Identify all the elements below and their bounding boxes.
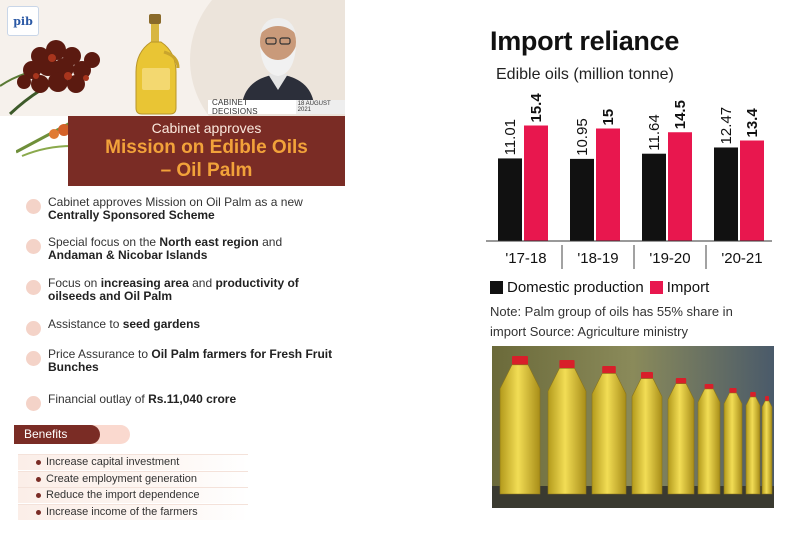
category-label: '17-18 <box>505 250 546 267</box>
benefit-item: Increase capital investment <box>18 454 248 470</box>
bottle-shape <box>745 392 761 495</box>
bar-domestic <box>714 147 738 241</box>
bottle-shape <box>761 396 773 495</box>
data-label: 11.01 <box>502 119 519 155</box>
bottle-shape <box>499 356 541 495</box>
portrait-image <box>242 18 314 104</box>
data-label: 12.47 <box>718 107 735 145</box>
benefit-bullet <box>36 493 41 499</box>
bullet-dot <box>26 239 41 254</box>
bottle-shape <box>591 366 627 495</box>
scheme-infographic: pib CABINET DECISIONS 18 AUGUST 2021 Cab… <box>0 0 345 542</box>
bullet-dot <box>26 321 41 336</box>
bar-domestic <box>498 158 522 241</box>
oil-bottles-photo <box>492 346 774 508</box>
key-point-text: Special focus on the North east region a… <box>48 235 283 262</box>
benefits-label: Benefits <box>14 425 100 444</box>
legend-label-domestic: Domestic production <box>507 278 644 296</box>
title-line-2: Mission on Edible Oils <box>105 137 308 158</box>
bar-domestic <box>642 153 666 241</box>
bar-import <box>596 128 620 241</box>
title-line-3: – Oil Palm <box>160 160 253 181</box>
key-point-text: Focus on increasing area and productivit… <box>48 276 299 303</box>
category-label: '18-19 <box>577 250 618 267</box>
palm-leaf-decoration <box>16 118 76 157</box>
chart-title: Import reliance <box>490 26 680 56</box>
benefit-bullet <box>36 476 41 482</box>
data-label: 15.4 <box>528 93 545 123</box>
bottle-shape <box>547 360 587 495</box>
pib-logo: pib <box>7 6 39 36</box>
pib-logo-text: pib <box>13 14 33 28</box>
benefit-bullet <box>36 460 41 465</box>
bar-domestic <box>570 158 594 241</box>
data-label: 10.95 <box>574 118 591 156</box>
bullet-dot <box>26 351 41 366</box>
key-point-text: Financial outlay of Rs.11,040 crore <box>48 392 237 406</box>
data-label: 13.4 <box>744 108 761 138</box>
benefit-item: Create employment generation <box>18 470 248 487</box>
benefit-text: Increase income of the farmers <box>46 505 198 518</box>
benefits-list: Increase capital investment Create emplo… <box>18 454 248 520</box>
bullet-dot <box>26 280 41 295</box>
legend-label-import: Import <box>666 278 710 296</box>
data-label: 11.64 <box>646 114 663 150</box>
cabinet-decisions-strip: CABINET DECISIONS 18 AUGUST 2021 <box>208 98 345 116</box>
bullet-dot <box>26 396 41 411</box>
bullet-dot <box>26 199 41 214</box>
chart-subtitle: Edible oils (million tonne) <box>496 66 674 83</box>
cabinet-decisions-label: CABINET DECISIONS <box>212 98 258 116</box>
bottle-shape <box>697 384 721 495</box>
oil-bottle-image <box>135 14 180 115</box>
benefit-text: Create employment generation <box>46 472 198 485</box>
import-reliance-chart: Import reliance Edible oils (million ton… <box>482 16 774 516</box>
bottle-shape <box>631 372 663 495</box>
benefit-item: Increase income of the farmers <box>18 503 248 520</box>
legend-swatch-domestic <box>490 280 503 294</box>
chart-note: Note: Palm group of oils has 55% share i… <box>490 304 733 339</box>
data-label: 14.5 <box>672 100 689 129</box>
category-label: '19-20 <box>649 250 690 267</box>
bar-import <box>668 132 692 241</box>
key-point-text: Price Assurance to Oil Palm farmers for … <box>48 347 333 374</box>
decision-date: 18 AUGUST 2021 <box>295 100 345 114</box>
benefit-item: Reduce the import dependence <box>18 487 248 504</box>
benefit-bullet <box>36 509 41 515</box>
title-line-1: Cabinet approves <box>151 120 262 136</box>
title-box: Cabinet approves Mission on Edible Oils … <box>68 116 345 186</box>
bottle-shape <box>723 388 743 495</box>
key-point-text: Cabinet approves Mission on Oil Palm as … <box>48 195 303 222</box>
palm-fruit-image <box>0 40 100 116</box>
legend-swatch-import <box>649 280 663 294</box>
key-point-text: Assistance to seed gardens <box>48 317 201 331</box>
benefits-tab: Benefits <box>14 425 130 444</box>
data-label: 15 <box>600 109 617 126</box>
bar-import <box>524 125 548 241</box>
benefit-text: Reduce the import dependence <box>46 489 200 502</box>
bar-chart: 11.01 15.4 '17-18 10.95 15 '18-19 11.64 14.5 '19… <box>486 93 772 269</box>
chart-legend: Domestic production Import <box>490 277 715 297</box>
benefit-text: Increase capital investment <box>46 456 180 468</box>
category-label: '20-21 <box>721 250 762 267</box>
bar-import <box>740 140 764 241</box>
header-banner: pib CABINET DECISIONS 18 AUGUST 2021 <box>0 0 345 116</box>
bottle-shape <box>667 378 695 495</box>
